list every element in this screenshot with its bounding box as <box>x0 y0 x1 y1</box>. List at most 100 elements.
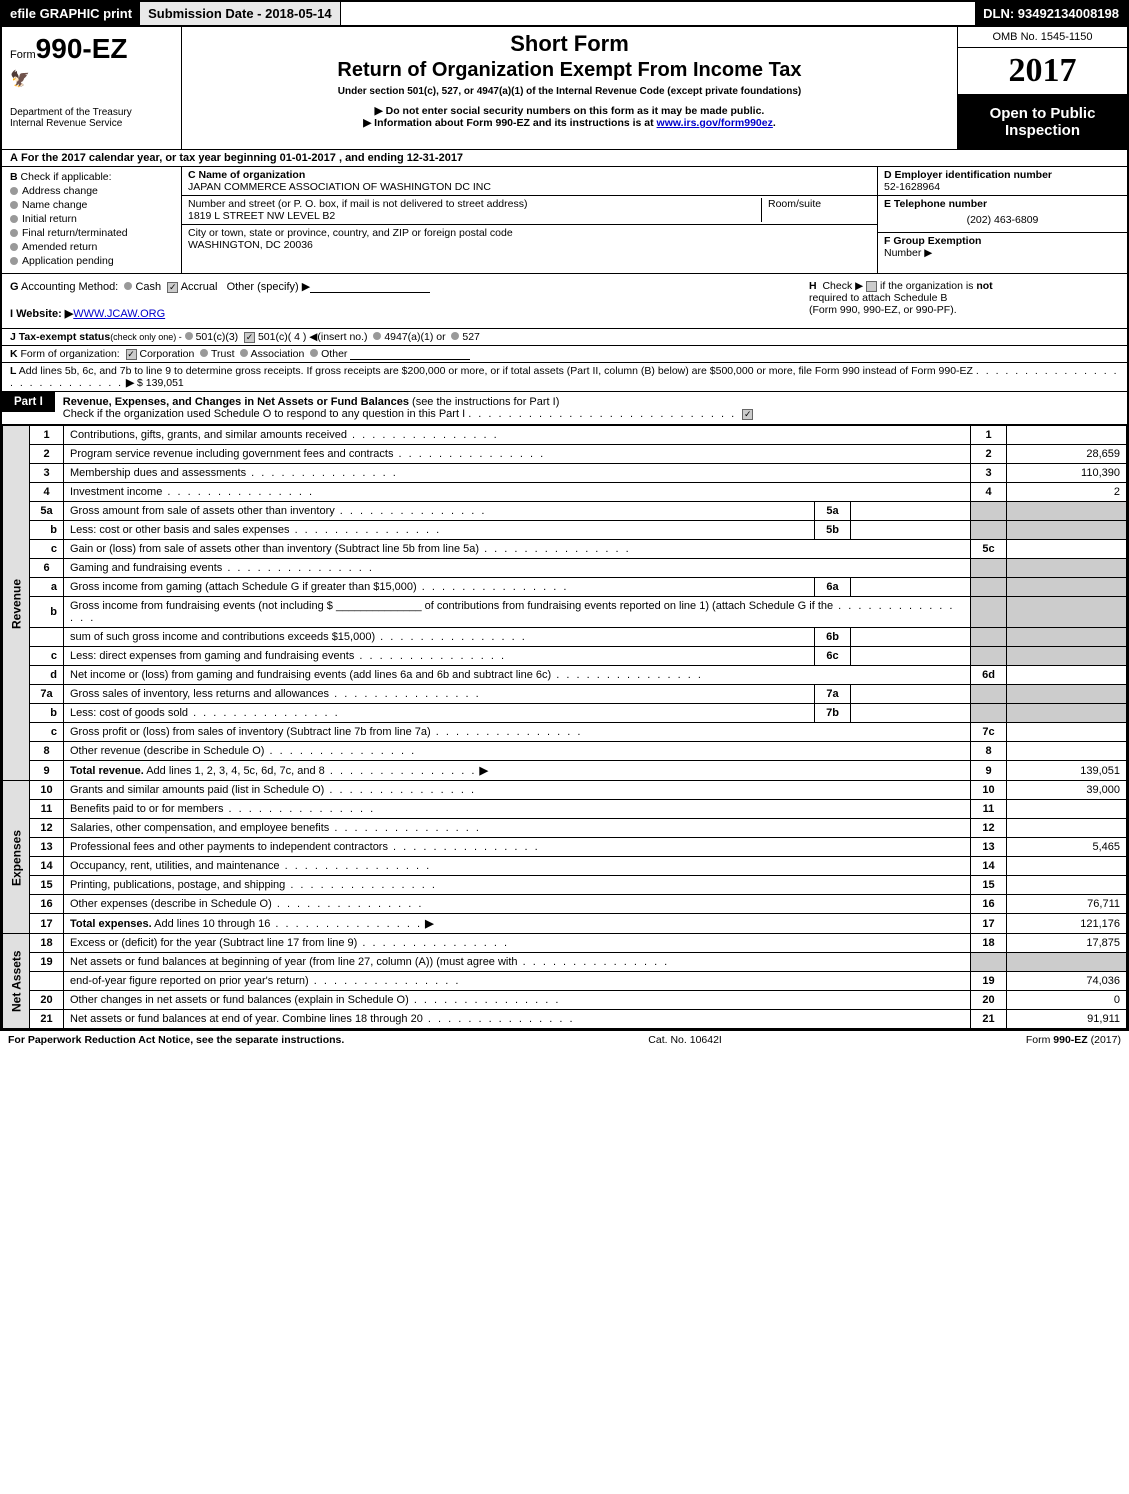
line-row: 15Printing, publications, postage, and s… <box>3 876 1127 895</box>
chk-amended-return[interactable]: Amended return <box>10 241 173 253</box>
chk-initial-return[interactable]: Initial return <box>10 213 173 225</box>
dots-leader <box>222 562 374 574</box>
mid-amount <box>851 704 971 723</box>
line-row: cGain or (loss) from sale of assets othe… <box>3 540 1127 559</box>
j-501c3: 501(c)(3) <box>196 331 239 343</box>
chk-application-pending[interactable]: Application pending <box>10 255 173 267</box>
line-number: 11 <box>30 800 64 819</box>
form990ez-link[interactable]: www.irs.gov/form990ez <box>657 117 773 129</box>
f-label2: Number ▶ <box>884 247 932 259</box>
dots-leader <box>162 486 314 498</box>
right-line-number: 1 <box>971 426 1007 445</box>
section-side-label: Revenue <box>3 426 30 781</box>
cash-opt: Cash <box>135 281 161 293</box>
line-row: 13Professional fees and other payments t… <box>3 838 1127 857</box>
line-description: Excess or (deficit) for the year (Subtra… <box>64 934 971 953</box>
line-description: Less: direct expenses from gaming and fu… <box>64 647 815 666</box>
k-other: Other <box>321 348 347 360</box>
chk-final-return[interactable]: Final return/terminated <box>10 227 173 239</box>
form-header-right: OMB No. 1545-1150 2017 Open to Public In… <box>957 27 1127 149</box>
right-line-number: 2 <box>971 445 1007 464</box>
chk-address-change[interactable]: Address change <box>10 185 173 197</box>
grey-cell <box>971 521 1007 540</box>
schedule-o-checkbox[interactable] <box>742 409 753 420</box>
j-501c-checkbox[interactable] <box>244 332 255 343</box>
dots-leader <box>325 765 477 777</box>
line-number: 20 <box>30 991 64 1010</box>
form-990ez-label: 990-EZ <box>36 33 128 64</box>
line-number: 21 <box>30 1010 64 1029</box>
line-number: 8 <box>30 742 64 761</box>
tax-year: 2017 <box>958 48 1127 95</box>
e-label: E Telephone number <box>884 198 987 210</box>
dots-leader <box>417 581 569 593</box>
line-number: 10 <box>30 781 64 800</box>
h-text1: Check ▶ <box>822 280 863 292</box>
efile-print-button[interactable]: efile GRAPHIC print <box>2 2 140 25</box>
amount-cell: 2 <box>1007 483 1127 502</box>
line-row: 8Other revenue (describe in Schedule O)8 <box>3 742 1127 761</box>
grey-cell <box>1007 647 1127 666</box>
bullet-icon <box>124 282 132 290</box>
accrual-checkbox[interactable] <box>167 282 178 293</box>
line-number: b <box>30 597 64 628</box>
form-header-center: Short Form Return of Organization Exempt… <box>182 27 957 149</box>
line-number <box>30 628 64 647</box>
row-a-text: For the 2017 calendar year, or tax year … <box>21 152 336 164</box>
k-corp-checkbox[interactable] <box>126 349 137 360</box>
grey-cell <box>1007 578 1127 597</box>
amount-cell <box>1007 876 1127 895</box>
amount-cell: 76,711 <box>1007 895 1127 914</box>
top-bar: efile GRAPHIC print Submission Date - 20… <box>2 2 1127 27</box>
instruction-line1: ▶ Do not enter social security numbers o… <box>190 105 949 117</box>
chk-label: Amended return <box>22 241 97 253</box>
chk-label: Final return/terminated <box>22 227 128 239</box>
dots-leader <box>388 841 540 853</box>
line-number <box>30 972 64 991</box>
row-gh: G Accounting Method: Cash Accrual Other … <box>2 274 1127 329</box>
line-row: 21Net assets or fund balances at end of … <box>3 1010 1127 1029</box>
phone-value: (202) 463-6809 <box>884 210 1121 230</box>
grey-cell <box>1007 559 1127 578</box>
chk-name-change[interactable]: Name change <box>10 199 173 211</box>
grey-cell <box>1007 502 1127 521</box>
section-def-right: D Employer identification number 52-1628… <box>877 167 1127 273</box>
h-checkbox[interactable] <box>866 281 877 292</box>
grey-cell <box>971 578 1007 597</box>
bullet-icon <box>10 229 18 237</box>
line-description: Total expenses. Add lines 10 through 16 … <box>64 914 971 934</box>
dots-leader <box>280 860 432 872</box>
dots-leader <box>285 879 437 891</box>
grey-cell <box>971 502 1007 521</box>
line-description: Membership dues and assessments <box>64 464 971 483</box>
dots-leader <box>70 600 954 624</box>
line-number: 18 <box>30 934 64 953</box>
website-link[interactable]: WWW.JCAW.ORG <box>73 308 165 320</box>
bullet-icon <box>200 349 208 357</box>
footer-right: Form 990-EZ (2017) <box>1026 1034 1121 1046</box>
amount-cell <box>1007 723 1127 742</box>
line-description: Less: cost or other basis and sales expe… <box>64 521 815 540</box>
bullet-icon <box>10 257 18 265</box>
dots-leader <box>357 937 509 949</box>
amount-cell: 17,875 <box>1007 934 1127 953</box>
line-description: Total revenue. Add lines 1, 2, 3, 4, 5c,… <box>64 761 971 781</box>
footer-right-post: (2017) <box>1088 1034 1121 1046</box>
line-row: 20Other changes in net assets or fund ba… <box>3 991 1127 1010</box>
bullet-icon <box>240 349 248 357</box>
chk-label: Name change <box>22 199 87 211</box>
part1-desc: Revenue, Expenses, and Changes in Net As… <box>55 392 1127 424</box>
label-b: B <box>10 171 18 183</box>
line-description: Grants and similar amounts paid (list in… <box>64 781 971 800</box>
mid-line-number: 7b <box>815 704 851 723</box>
line-description: Gross profit or (loss) from sales of inv… <box>64 723 971 742</box>
amount-cell: 0 <box>1007 991 1127 1010</box>
section-side-label: Net Assets <box>3 934 30 1029</box>
footer-right-form: 990-EZ <box>1053 1034 1087 1046</box>
short-form-title: Short Form <box>190 31 949 57</box>
line-number: b <box>30 704 64 723</box>
check-dots <box>468 408 736 420</box>
right-line-number: 19 <box>971 972 1007 991</box>
right-line-number: 15 <box>971 876 1007 895</box>
dots-leader <box>290 524 442 536</box>
